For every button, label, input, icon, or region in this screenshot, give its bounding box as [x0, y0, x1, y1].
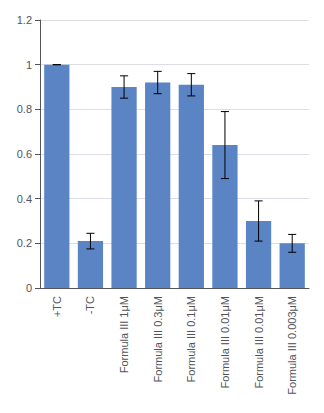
svg-text:0.2: 0.2: [17, 237, 32, 249]
svg-text:Formula III 0.3μM: Formula III 0.3μM: [152, 296, 164, 382]
svg-text:+TC: +TC: [51, 296, 63, 317]
svg-text:0.4: 0.4: [17, 193, 32, 205]
svg-text:Formula III 1μM: Formula III 1μM: [118, 296, 130, 373]
svg-text:0.6: 0.6: [17, 148, 32, 160]
svg-text:Formula III 0.01μM: Formula III 0.01μM: [219, 296, 231, 389]
svg-text:Formula III 0.1μM: Formula III 0.1μM: [185, 296, 197, 382]
svg-text:1.2: 1.2: [17, 14, 32, 26]
svg-text:Formula III 0.01μM: Formula III 0.01μM: [253, 296, 265, 389]
svg-text:Formula III 0.003μM: Formula III 0.003μM: [286, 296, 298, 395]
svg-text:-TC: -TC: [84, 296, 96, 314]
svg-text:0: 0: [26, 282, 32, 294]
svg-text:1: 1: [26, 59, 32, 71]
svg-text:0.8: 0.8: [17, 103, 32, 115]
